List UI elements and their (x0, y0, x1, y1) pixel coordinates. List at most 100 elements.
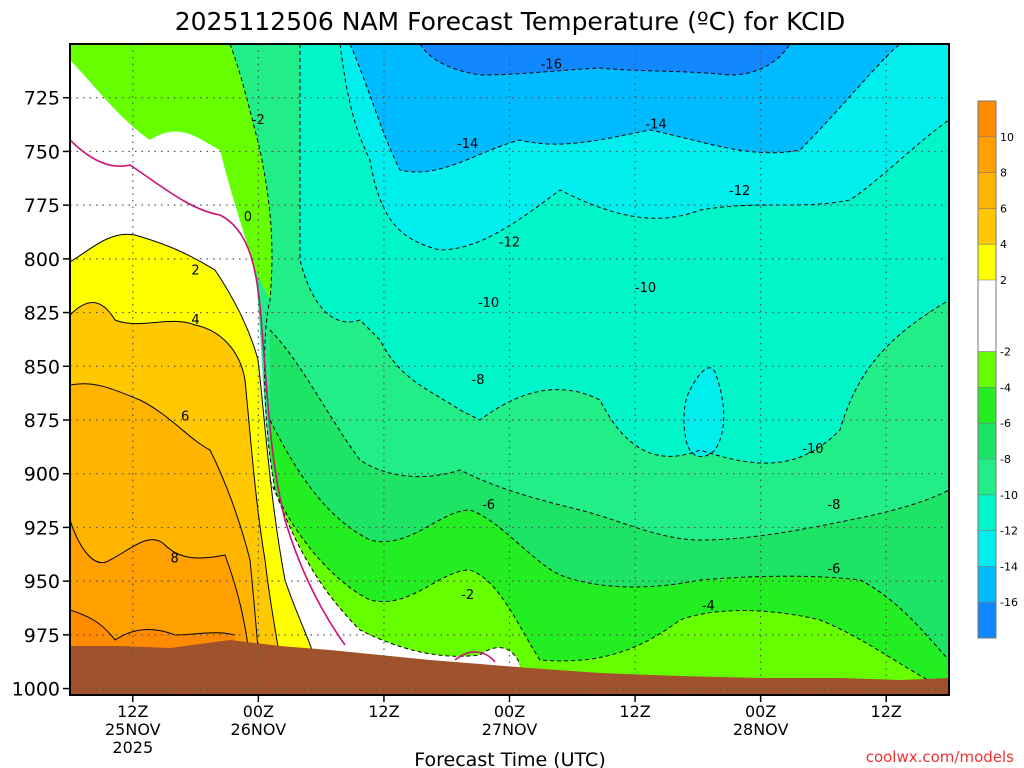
colorbar-bin (978, 459, 996, 495)
colorbar-bin (978, 387, 996, 424)
plot-area: -16 -14 -14 -12 -12 -10 -10 -10 -8 -8 -6 -6 -4 -2 -2 0 2… (70, 44, 949, 695)
contour-neg12 (339, 44, 949, 251)
band-blue (420, 44, 790, 75)
colorbar-label: -6 (1000, 417, 1011, 430)
x-tick-label: 25NOV (105, 720, 161, 739)
y-tick-label: 975 (24, 625, 60, 647)
colorbar-bin (978, 530, 996, 567)
chart-title: 2025112506 NAM Forecast Temperature (ºC)… (175, 7, 845, 36)
y-tick-label: 875 (24, 410, 60, 432)
contour-label: -6 (482, 498, 495, 513)
colorbar-label: -8 (1000, 453, 1011, 466)
contour-zero-b (454, 651, 496, 663)
colorbar-bin (978, 244, 996, 280)
colorbar-bin (978, 280, 996, 352)
contour-label: -10 (635, 281, 656, 296)
colorbar-label: 6 (1000, 202, 1007, 215)
colorbar-label: -16 (1000, 596, 1018, 609)
colorbar-label: -4 (1000, 381, 1011, 394)
colorbar-bin (978, 602, 996, 638)
band-ltgreen-b (70, 44, 272, 300)
x-tick-label: 00Z (243, 702, 274, 721)
y-tick-label: 925 (24, 517, 60, 539)
contours (70, 44, 949, 695)
contour-label: -16 (541, 57, 562, 72)
contour-neg4 (269, 479, 949, 691)
contour-neg8 (269, 329, 949, 541)
y-tick-label: 775 (24, 195, 60, 217)
colorbar-label: 2 (1000, 274, 1007, 287)
contour-label: -2 (252, 113, 265, 128)
contour-label: -12 (729, 184, 750, 199)
contour-pos8 (70, 519, 251, 661)
y-tick-label: 1000 (12, 679, 60, 701)
contour-label: -12 (499, 236, 520, 251)
x-tick-label: 00Z (745, 702, 776, 721)
contour-pos4 (70, 302, 286, 695)
credit-link[interactable]: coolwx.com/models (866, 748, 1014, 766)
y-tick-label: 725 (24, 88, 60, 110)
y-axis: 725 750 775 800 825 850 875 900 925 950 975 1000 (12, 88, 70, 701)
contour-pos2 (70, 233, 313, 651)
contour-labels: -16 -14 -14 -12 -12 -10 -10 -10 -8 -8 -6 -6 -4 -2 -2 0 2… (171, 57, 841, 614)
contour-pos10 (70, 609, 236, 641)
colorbar-bin (978, 351, 996, 388)
band-ltgreen-a (270, 480, 949, 695)
contour-label: -4 (702, 599, 715, 614)
x-tick-label: 27NOV (482, 720, 538, 739)
contour-label: 0 (244, 210, 252, 225)
colorbar-bin (978, 208, 996, 245)
x-axis-title: Forecast Time (UTC) (414, 749, 605, 768)
colorbar-label: -10 (1000, 489, 1018, 502)
terrain (70, 640, 949, 695)
band-sky (350, 44, 900, 173)
x-tick-label: 12Z (117, 702, 148, 721)
colorbar-bin (978, 136, 996, 173)
grid (70, 44, 949, 695)
colorbar-label: 10 (1000, 131, 1014, 144)
contour-label: 6 (181, 410, 189, 425)
colorbar-frame (977, 100, 997, 639)
contour-label: 2 (191, 264, 199, 279)
contour-label: -14 (457, 137, 478, 152)
contour-label: -8 (472, 373, 485, 388)
colorbar-label: -14 (1000, 560, 1018, 573)
contour-neg2 (229, 44, 521, 666)
contour-label: -10 (478, 296, 499, 311)
colorbar-label: 8 (1000, 167, 1007, 180)
colorbar-bin (978, 494, 996, 531)
x-tick-label: 12Z (619, 702, 650, 721)
y-tick-label: 825 (24, 303, 60, 325)
x-tick-label: 2025 (112, 738, 153, 757)
y-tick-label: 800 (24, 249, 60, 271)
contour-neg10 (299, 44, 949, 464)
x-tick-label: 28NOV (733, 720, 789, 739)
contour-label: -6 (827, 562, 840, 577)
contour-label: -2 (461, 588, 474, 603)
contour-label: -10 (802, 442, 823, 457)
colorbar-bin (978, 172, 996, 209)
x-tick-label: 26NOV (231, 720, 287, 739)
colorbar-bin (978, 566, 996, 603)
contour-pos6 (70, 383, 263, 695)
x-tick-label: 12Z (368, 702, 399, 721)
colorbar-bin (978, 101, 996, 137)
colorbar-label: -12 (1000, 525, 1018, 538)
contour-label: -8 (827, 498, 840, 513)
contour-label: 4 (191, 313, 199, 328)
colorbar-bin (978, 423, 996, 459)
contour-zero (70, 139, 346, 646)
contour-label: 8 (171, 551, 179, 566)
y-tick-label: 850 (24, 356, 60, 378)
x-tick-label: 12Z (871, 702, 902, 721)
band-cyan-pocket (683, 367, 724, 457)
y-tick-label: 950 (24, 571, 60, 593)
contour-neg16 (419, 44, 791, 76)
colorbar-label: 4 (1000, 238, 1007, 251)
y-tick-label: 900 (24, 464, 60, 486)
colorbar-label: -2 (1000, 346, 1011, 359)
y-tick-label: 750 (24, 141, 60, 163)
contour-neg6 (269, 419, 949, 661)
